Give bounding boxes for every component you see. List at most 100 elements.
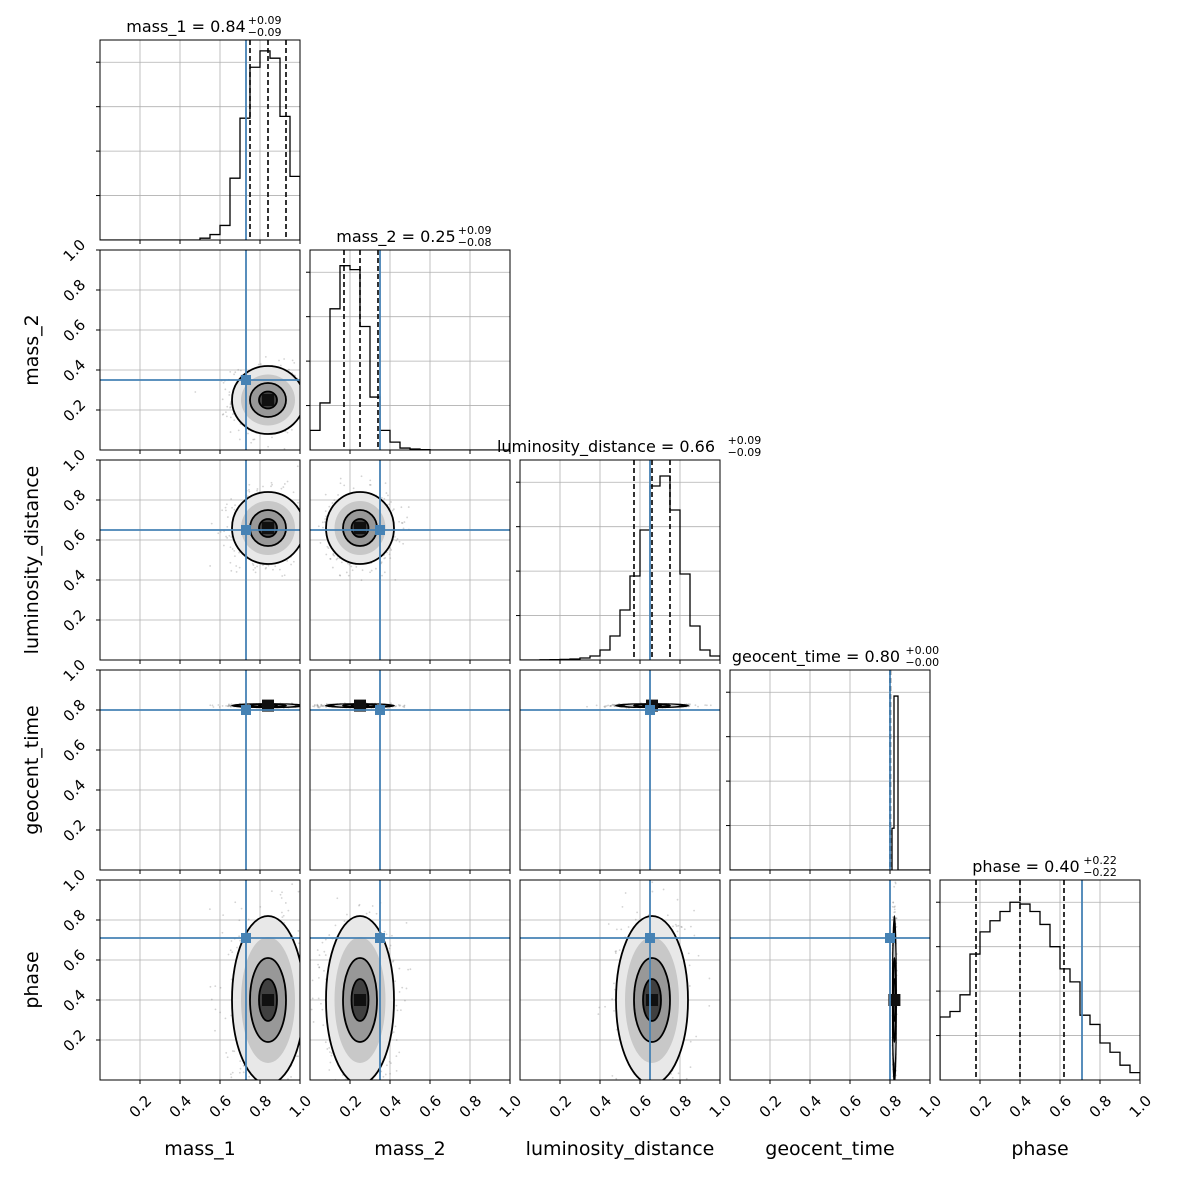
x-tick-label: 0.2 — [756, 1092, 786, 1122]
truth-marker — [375, 933, 385, 943]
histogram-mass_2 — [310, 265, 510, 450]
histogram-luminosity_distance — [520, 475, 720, 660]
title-plus: +0.00 — [905, 644, 939, 657]
y-tick-label: 0.4 — [60, 986, 90, 1016]
panel-frame — [99, 249, 301, 451]
truth-marker — [241, 933, 251, 943]
x-tick-label: 1.0 — [496, 1092, 526, 1122]
panel-phase-vs-phase: 0.2 0.4 0.6 0.8 1.0 — [936, 879, 1156, 1122]
panel-grid — [100, 40, 300, 240]
panel-phase-vs-luminosity_distance: 0.2 0.4 0.6 0.8 1.0 — [519, 879, 735, 1122]
panel-frame — [519, 879, 721, 1081]
y-tick-label: 0.4 — [60, 356, 90, 386]
density-peak — [262, 699, 274, 712]
y-axis-label-mass_2: mass_2 — [21, 314, 43, 386]
panel-geocent_time-vs-geocent_time — [726, 669, 931, 874]
panel-frame — [99, 879, 301, 1081]
truth-marker — [375, 705, 385, 715]
panel-luminosity_distance-vs-luminosity_distance — [516, 459, 721, 664]
histogram-geocent_time — [730, 695, 930, 870]
y-tick-label: 0.6 — [60, 526, 90, 556]
title-luminosity_distance: luminosity_distance = 0.66 +0.09−0.09 — [497, 434, 761, 459]
x-axis-label-geocent_time: geocent_time — [765, 1138, 894, 1160]
panel-frame — [729, 879, 931, 1081]
y-tick-label: 0.2 — [60, 1026, 90, 1056]
title-main: geocent_time = 0.80 — [732, 647, 900, 667]
x-tick-label: 0.4 — [1006, 1092, 1036, 1122]
title-main: luminosity_distance = 0.66 — [497, 437, 715, 457]
title-main: phase = 0.40 — [972, 857, 1079, 876]
density-peak — [354, 522, 366, 534]
y-axis-label-phase: phase — [21, 951, 43, 1008]
density-peak — [262, 394, 274, 406]
panel-frame — [309, 249, 511, 451]
y-tick-label: 1.0 — [60, 866, 90, 896]
x-tick-label: 0.4 — [376, 1092, 406, 1122]
panel-frame — [309, 459, 511, 661]
truth-marker — [885, 933, 895, 943]
panel-frame — [309, 669, 511, 871]
x-tick-label: 0.6 — [1046, 1092, 1076, 1122]
title-mass_1: mass_1 = 0.84 +0.09−0.09 — [126, 14, 281, 39]
panel-grid — [730, 880, 930, 1080]
x-tick-label: 0.8 — [246, 1092, 276, 1122]
density-peak — [262, 994, 274, 1006]
panel-phase-vs-mass_2: 0.2 0.4 0.6 0.8 1.0 — [309, 879, 526, 1122]
x-tick-label: 1.0 — [286, 1092, 316, 1122]
x-axis-label-luminosity_distance: luminosity_distance — [526, 1138, 715, 1160]
x-axis-label-mass_2: mass_2 — [374, 1138, 446, 1160]
panel-luminosity_distance-vs-mass_1: 0.2 0.4 0.6 0.8 1.0 — [60, 446, 301, 664]
title-plus: +0.22 — [1083, 854, 1117, 867]
x-tick-label: 0.6 — [626, 1092, 656, 1122]
title-main: mass_2 = 0.25 — [336, 227, 455, 247]
panel-frame — [939, 879, 1141, 1081]
x-tick-label: 0.8 — [666, 1092, 696, 1122]
panel-frame — [99, 669, 301, 871]
panel-grid — [310, 460, 510, 660]
x-tick-label: 1.0 — [1126, 1092, 1156, 1122]
title-minus: −0.00 — [905, 656, 939, 669]
panel-frame — [519, 669, 721, 871]
title-main: mass_1 = 0.84 — [126, 17, 245, 37]
truth-marker — [375, 525, 385, 535]
x-tick-label: 0.6 — [206, 1092, 236, 1122]
panel-mass_2-vs-mass_2 — [306, 249, 511, 454]
y-tick-label: 0.8 — [60, 276, 90, 306]
truth-marker — [645, 933, 655, 943]
x-tick-label: 0.8 — [876, 1092, 906, 1122]
x-tick-label: 0.4 — [586, 1092, 616, 1122]
x-axis-label-phase: phase — [1011, 1138, 1068, 1160]
histogram-phase — [940, 901, 1140, 1080]
panel-phase-vs-mass_1: 0.2 0.4 0.6 0.8 1.0 0.2 0.4 0.6 0.8 1.0 — [60, 866, 316, 1122]
truth-marker — [241, 375, 251, 385]
density-peak — [354, 699, 366, 712]
x-tick-label: 0.2 — [126, 1092, 156, 1122]
title-plus: +0.09 — [248, 14, 282, 27]
panel-phase-vs-geocent_time: 0.2 0.4 0.6 0.8 1.0 — [729, 879, 945, 1122]
panel-geocent_time-vs-luminosity_distance — [519, 669, 721, 874]
x-tick-label: 0.4 — [166, 1092, 196, 1122]
truth-marker — [241, 705, 251, 715]
y-tick-label: 0.6 — [60, 316, 90, 346]
title-geocent_time: geocent_time = 0.80 +0.00−0.00 — [732, 644, 939, 669]
title-plus: +0.09 — [728, 434, 762, 447]
panel-mass_2-vs-mass_1: 0.2 0.4 0.6 0.8 1.0 — [60, 236, 301, 454]
y-tick-label: 0.8 — [60, 906, 90, 936]
title-mass_2: mass_2 = 0.25 +0.09−0.08 — [336, 224, 491, 249]
x-tick-label: 0.6 — [836, 1092, 866, 1122]
panel-frame — [99, 39, 301, 241]
panel-frame — [99, 459, 301, 661]
y-tick-label: 0.4 — [60, 566, 90, 596]
y-tick-label: 0.2 — [60, 816, 90, 846]
density-peak — [354, 994, 366, 1006]
panel-frame — [309, 879, 511, 1081]
panel-luminosity_distance-vs-mass_2 — [309, 459, 511, 664]
panel-geocent_time-vs-mass_2 — [309, 669, 511, 874]
y-axis-label-geocent_time: geocent_time — [21, 705, 43, 834]
density-peak — [888, 994, 901, 1006]
y-tick-label: 0.4 — [60, 776, 90, 806]
y-tick-label: 0.6 — [60, 736, 90, 766]
panel-geocent_time-vs-mass_1: 0.2 0.4 0.6 0.8 1.0 — [60, 656, 301, 874]
panel-grid — [310, 670, 510, 870]
